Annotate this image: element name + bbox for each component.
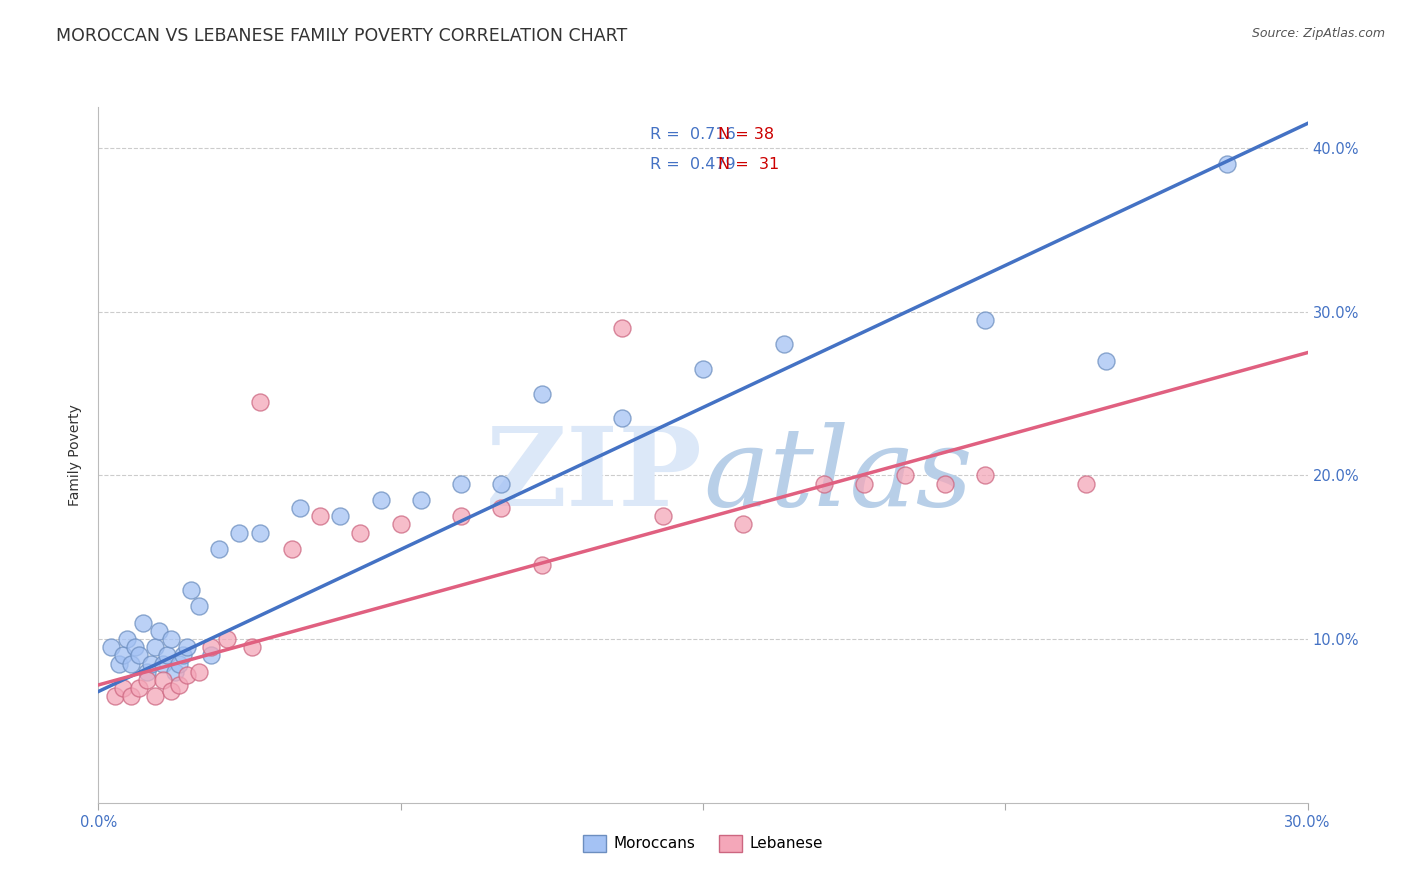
Point	[329, 509, 352, 524]
Point	[249, 394, 271, 409]
Point	[139, 657, 162, 671]
Point	[115, 632, 138, 646]
Point	[103, 690, 125, 704]
Point	[974, 468, 997, 483]
Point	[111, 648, 134, 663]
Point	[651, 509, 673, 524]
Point	[188, 599, 211, 614]
Point	[1074, 476, 1097, 491]
Point	[128, 648, 150, 663]
Point	[733, 517, 755, 532]
Point	[128, 681, 150, 696]
Point	[692, 362, 714, 376]
Point	[772, 337, 794, 351]
Point	[309, 509, 332, 524]
Point	[143, 690, 166, 704]
Point	[135, 673, 157, 687]
Point	[160, 632, 183, 646]
Point	[200, 640, 222, 655]
Point	[208, 542, 231, 557]
Point	[370, 492, 392, 507]
Point	[100, 640, 122, 655]
Point	[389, 517, 412, 532]
Point	[167, 657, 190, 671]
Point	[132, 615, 155, 630]
Point	[124, 640, 146, 655]
Point	[281, 542, 304, 557]
Point	[893, 468, 915, 483]
Point	[612, 411, 634, 425]
Point	[163, 665, 186, 679]
Point	[240, 640, 263, 655]
Point	[228, 525, 250, 540]
Point	[530, 558, 553, 573]
Point	[180, 582, 202, 597]
Point	[176, 640, 198, 655]
Point	[152, 657, 174, 671]
Point	[530, 386, 553, 401]
Point	[188, 665, 211, 679]
Point	[612, 321, 634, 335]
Legend: Moroccans, Lebanese: Moroccans, Lebanese	[578, 829, 828, 858]
Point	[974, 313, 997, 327]
Point	[176, 668, 198, 682]
Point	[934, 476, 956, 491]
Text: Source: ZipAtlas.com: Source: ZipAtlas.com	[1251, 27, 1385, 40]
Point	[200, 648, 222, 663]
Y-axis label: Family Poverty: Family Poverty	[69, 404, 83, 506]
Point	[813, 476, 835, 491]
Point	[172, 648, 194, 663]
Point	[853, 476, 876, 491]
Point	[107, 657, 129, 671]
Point	[143, 640, 166, 655]
Point	[217, 632, 239, 646]
Point	[167, 678, 190, 692]
Point	[148, 624, 170, 638]
Text: R =  0.716: R = 0.716	[650, 127, 735, 142]
Text: atlas: atlas	[703, 422, 973, 530]
Point	[120, 690, 142, 704]
Point	[135, 665, 157, 679]
Point	[249, 525, 271, 540]
Text: R =  0.479: R = 0.479	[650, 157, 735, 172]
Point	[491, 476, 513, 491]
Point	[409, 492, 432, 507]
Point	[450, 509, 472, 524]
Text: MOROCCAN VS LEBANESE FAMILY POVERTY CORRELATION CHART: MOROCCAN VS LEBANESE FAMILY POVERTY CORR…	[56, 27, 627, 45]
Text: ZIP: ZIP	[486, 422, 703, 529]
Point	[349, 525, 371, 540]
Point	[152, 673, 174, 687]
Point	[450, 476, 472, 491]
Point	[288, 501, 311, 516]
Point	[491, 501, 513, 516]
Point	[160, 684, 183, 698]
Point	[1216, 157, 1239, 171]
Point	[1095, 353, 1118, 368]
Text: N = 38: N = 38	[718, 127, 775, 142]
Point	[156, 648, 179, 663]
Text: N =  31: N = 31	[718, 157, 779, 172]
Point	[111, 681, 134, 696]
Point	[120, 657, 142, 671]
